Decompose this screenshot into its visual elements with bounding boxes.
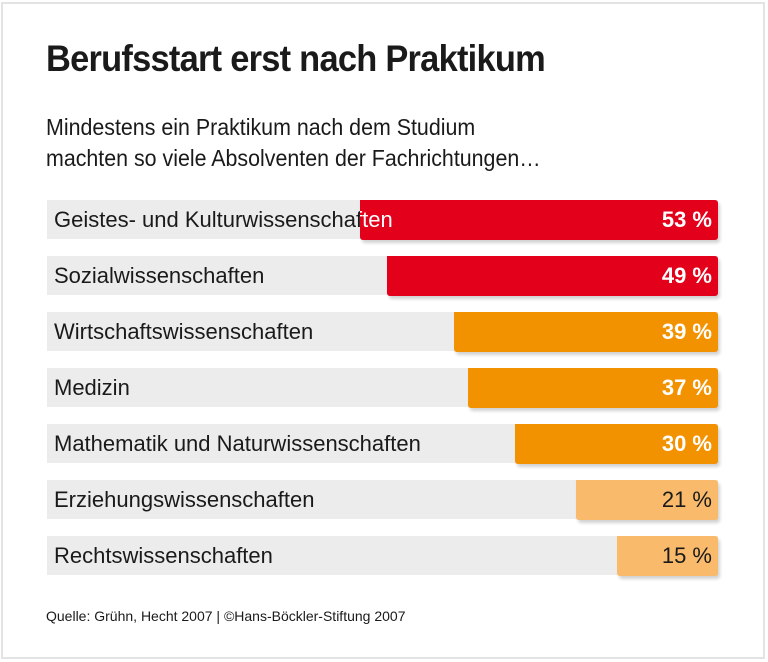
bar	[454, 312, 718, 352]
value-label: 53 %	[661, 207, 712, 232]
value-label: 39 %	[661, 319, 712, 344]
value-label: 49 %	[661, 263, 712, 288]
value-label: 30 %	[661, 431, 712, 456]
bar	[386, 256, 718, 296]
category-label: Geistes- und Kulturwissenschaften	[54, 207, 393, 232]
category-label: Sozialwissenschaften	[54, 263, 265, 288]
chart-title: Berufsstart erst nach Praktikum	[46, 38, 546, 79]
bar-track	[47, 536, 718, 575]
bar	[515, 424, 718, 464]
bar	[616, 536, 718, 576]
bar	[467, 368, 718, 408]
chart-subtitle: Mindestens ein Praktikum nach dem Studiu…	[46, 114, 541, 171]
bar	[576, 480, 718, 520]
source-note: Quelle: Grühn, Hecht 2007 | ©Hans-Böckle…	[46, 608, 406, 624]
category-label-overlay-text: Geistes- und Kulturwissenschaften	[360, 207, 393, 232]
value-label: 37 %	[661, 375, 712, 400]
value-label: 21 %	[661, 487, 712, 512]
category-label: Mathematik und Naturwissenschaften	[54, 431, 421, 456]
category-label: Wirtschaftswissenschaften	[54, 319, 314, 344]
category-label: Medizin	[54, 375, 130, 400]
category-label: Rechtswissenschaften	[54, 543, 273, 568]
value-label: 15 %	[661, 543, 712, 568]
category-label-overlay: Geistes- und Kulturwissenschaften	[360, 200, 395, 239]
bar	[359, 200, 718, 240]
category-label: Erziehungswissenschaften	[54, 487, 315, 512]
